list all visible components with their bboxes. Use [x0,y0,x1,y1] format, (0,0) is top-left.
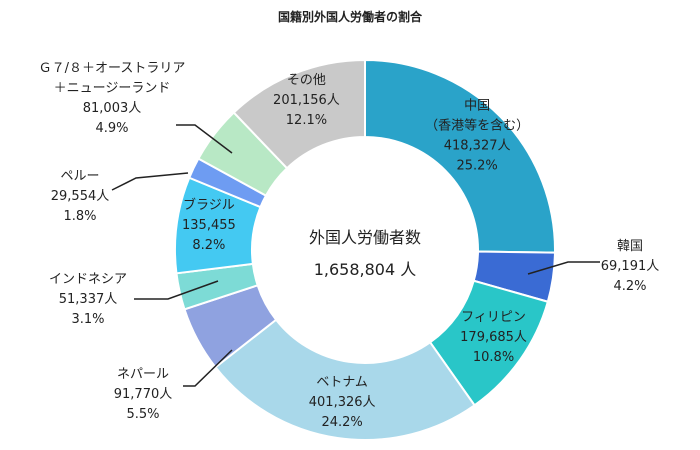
slice-label-3-0: ベトナム [316,375,368,390]
slice-label-0-1: （香港等を含む） [425,117,529,133]
slice-label-8-2: 81,003人 [83,101,142,116]
slice-label-6-0: ブラジル [183,197,235,213]
slice-label-1-2: 4.2% [613,279,646,294]
slice-label-7-2: 1.8% [63,209,96,224]
slice-label-8-0: Ｇ７/８＋オーストラリア [39,61,186,76]
slice-label-4-0: ネパール [117,367,169,382]
slice-label-5-2: 3.1% [71,312,104,327]
slice-label-5-0: インドネシア [49,272,127,287]
slice-0 [364,58,556,254]
slice-label-2-1: 179,685人 [460,330,527,345]
leader-line-8 [176,124,233,154]
slice-label-4-1: 91,770人 [114,387,173,402]
slice-label-9-1: 201,156人 [273,93,340,108]
center-total: 1,658,804 人 [314,260,417,279]
slice-label-2-0: フィリピン [461,310,526,325]
slice-3 [214,318,476,441]
slice-label-8-1: ＋ニュージーランド [54,81,171,96]
slice-label-8-3: 4.9% [95,121,128,136]
slice-label-7-1: 29,554人 [51,189,110,204]
slice-9 [232,58,366,170]
slice-label-2-2: 10.8% [473,350,514,365]
slice-label-5-1: 51,337人 [59,292,118,307]
center-label: 外国人労働者数 [309,228,421,247]
slice-label-9-0: その他 [287,73,326,88]
slice-label-0-0: 中国 [464,98,490,113]
slice-label-9-2: 12.1% [286,113,327,128]
slice-label-0-2: 418,327人 [444,138,511,153]
slice-label-3-1: 401,326人 [309,395,376,410]
chart-title: 国籍別外国人労働者の割合 [277,10,422,24]
leader-line-1 [527,261,600,275]
slice-label-1-0: 韓国 [617,239,643,254]
slice-label-1-1: 69,191人 [601,259,660,274]
slice-label-3-2: 24.2% [321,415,362,430]
leader-line-5 [134,280,219,300]
slice-label-7-0: ペルー [60,169,99,184]
leader-line-7 [111,172,189,191]
slice-label-0-3: 25.2% [456,158,497,173]
slice-label-4-2: 5.5% [126,407,159,422]
slice-label-6-1: 135,455 [182,218,236,233]
leader-line-4 [183,349,233,387]
slice-label-6-2: 8.2% [192,238,225,253]
